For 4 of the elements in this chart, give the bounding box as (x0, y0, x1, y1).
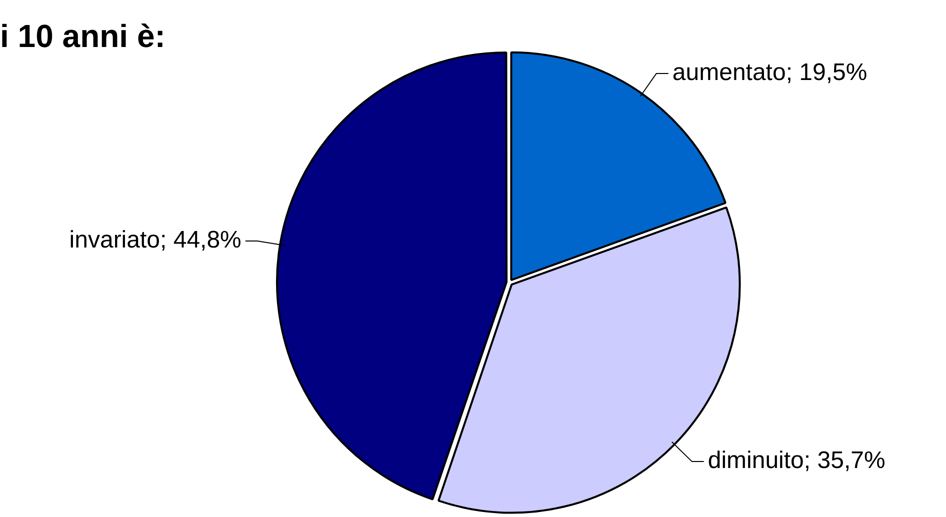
slice-label: aumentato; 19,5% (672, 59, 868, 86)
chart-title: i 10 anni è: (0, 18, 166, 55)
slice-label: diminuito; 35,7% (708, 447, 886, 474)
slice-label: invariato; 44,8% (69, 226, 242, 254)
